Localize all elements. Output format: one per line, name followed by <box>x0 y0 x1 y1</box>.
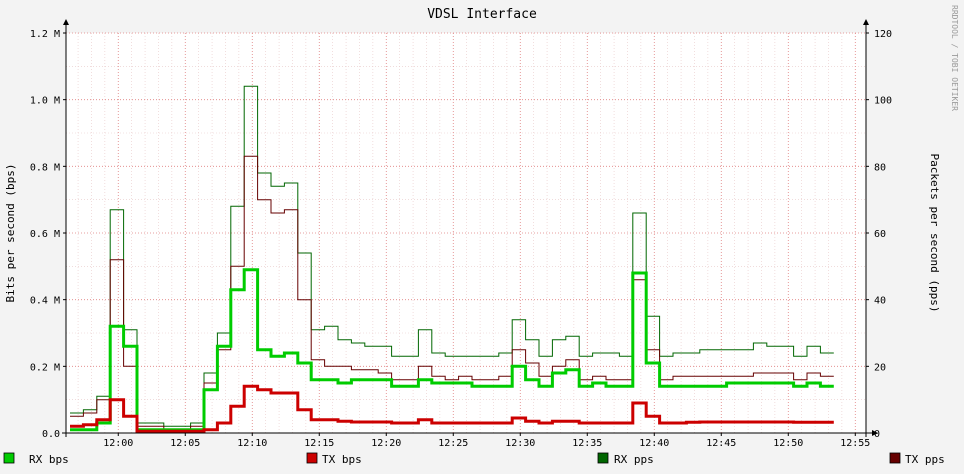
x-tick-label: 12:00 <box>103 438 133 449</box>
legend-swatch <box>3 452 15 464</box>
right-tick-label: 100 <box>874 96 892 107</box>
legend-label: TX bps <box>322 453 362 466</box>
tx-pps-line <box>70 155 834 431</box>
chart-title: VDSL Interface <box>427 7 537 22</box>
right-axis-label: Packets per second (pps) <box>928 154 941 313</box>
left-tick-label: 0.4 M <box>30 296 60 307</box>
x-tick-label: 12:20 <box>371 438 401 449</box>
x-tick-label: 12:30 <box>505 438 535 449</box>
x-tick-label: 12:35 <box>572 438 602 449</box>
series-layer <box>70 85 834 433</box>
right-tick-label: 40 <box>874 296 886 307</box>
rx-bps-line <box>70 268 834 432</box>
legend: RX bps TX bps RX pps TX pps <box>3 452 945 466</box>
legend-item-tx-pps: TX pps <box>889 452 945 466</box>
legend-item-rx-bps: RX bps <box>3 452 69 466</box>
legend-item-rx-pps: RX pps <box>597 452 654 466</box>
right-axis-arrow <box>863 19 869 25</box>
x-tick-label: 12:40 <box>639 438 669 449</box>
x-tick-label: 12:05 <box>170 438 200 449</box>
right-tick-label: 80 <box>874 162 886 173</box>
right-tick-label: 60 <box>874 229 886 240</box>
legend-swatch <box>306 452 318 464</box>
left-tick-label: 0.6 M <box>30 229 60 240</box>
left-axis-label: Bits per second (bps) <box>4 163 17 302</box>
legend-label: RX bps <box>29 453 69 466</box>
tx-bps-line <box>70 384 834 433</box>
right-axis-ticks: 0 20 40 60 80 100 120 <box>866 29 892 440</box>
axes <box>62 19 878 437</box>
left-axis-arrow <box>63 19 69 25</box>
x-tick-label: 12:55 <box>840 438 870 449</box>
left-tick-label: 0.2 M <box>30 362 60 373</box>
x-tick-label: 12:50 <box>773 438 803 449</box>
x-tick-label: 12:15 <box>304 438 334 449</box>
right-tick-label: 120 <box>874 29 892 40</box>
right-tick-label: 0 <box>874 429 880 440</box>
legend-swatch <box>597 452 609 464</box>
left-tick-label: 0.0 <box>42 429 60 440</box>
left-tick-label: 1.0 M <box>30 96 60 107</box>
x-tick-label: 12:25 <box>438 438 468 449</box>
legend-swatch <box>889 452 901 464</box>
left-tick-label: 1.2 M <box>30 29 60 40</box>
left-tick-label: 0.8 M <box>30 162 60 173</box>
left-axis-ticks: 0.0 0.2 M 0.4 M 0.6 M 0.8 M 1.0 M 1.2 M <box>30 29 66 440</box>
x-axis-arrow <box>872 430 878 436</box>
legend-item-tx-bps: TX bps <box>306 452 362 466</box>
x-axis-ticks: 12:00 12:05 12:10 12:15 12:20 12:25 12:30 12:35… <box>103 433 870 449</box>
rx-pps-line <box>70 85 834 427</box>
x-tick-label: 12:10 <box>237 438 267 449</box>
legend-label: RX pps <box>614 453 654 466</box>
watermark: RRDTOOL / TOBI OETIKER <box>950 5 959 111</box>
x-tick-label: 12:45 <box>706 438 736 449</box>
legend-label: TX pps <box>905 453 945 466</box>
right-tick-label: 20 <box>874 362 886 373</box>
